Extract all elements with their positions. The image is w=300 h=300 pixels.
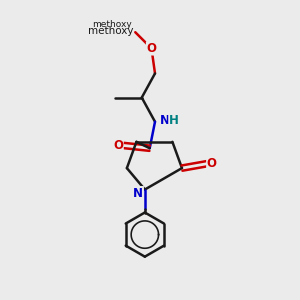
Text: N: N bbox=[159, 114, 170, 127]
Text: methoxy: methoxy bbox=[93, 20, 132, 29]
Text: methoxy: methoxy bbox=[88, 26, 134, 36]
Text: O: O bbox=[207, 157, 217, 170]
Text: O: O bbox=[113, 139, 123, 152]
Text: O: O bbox=[146, 42, 157, 55]
Text: H: H bbox=[169, 114, 179, 127]
Text: N: N bbox=[134, 187, 143, 200]
